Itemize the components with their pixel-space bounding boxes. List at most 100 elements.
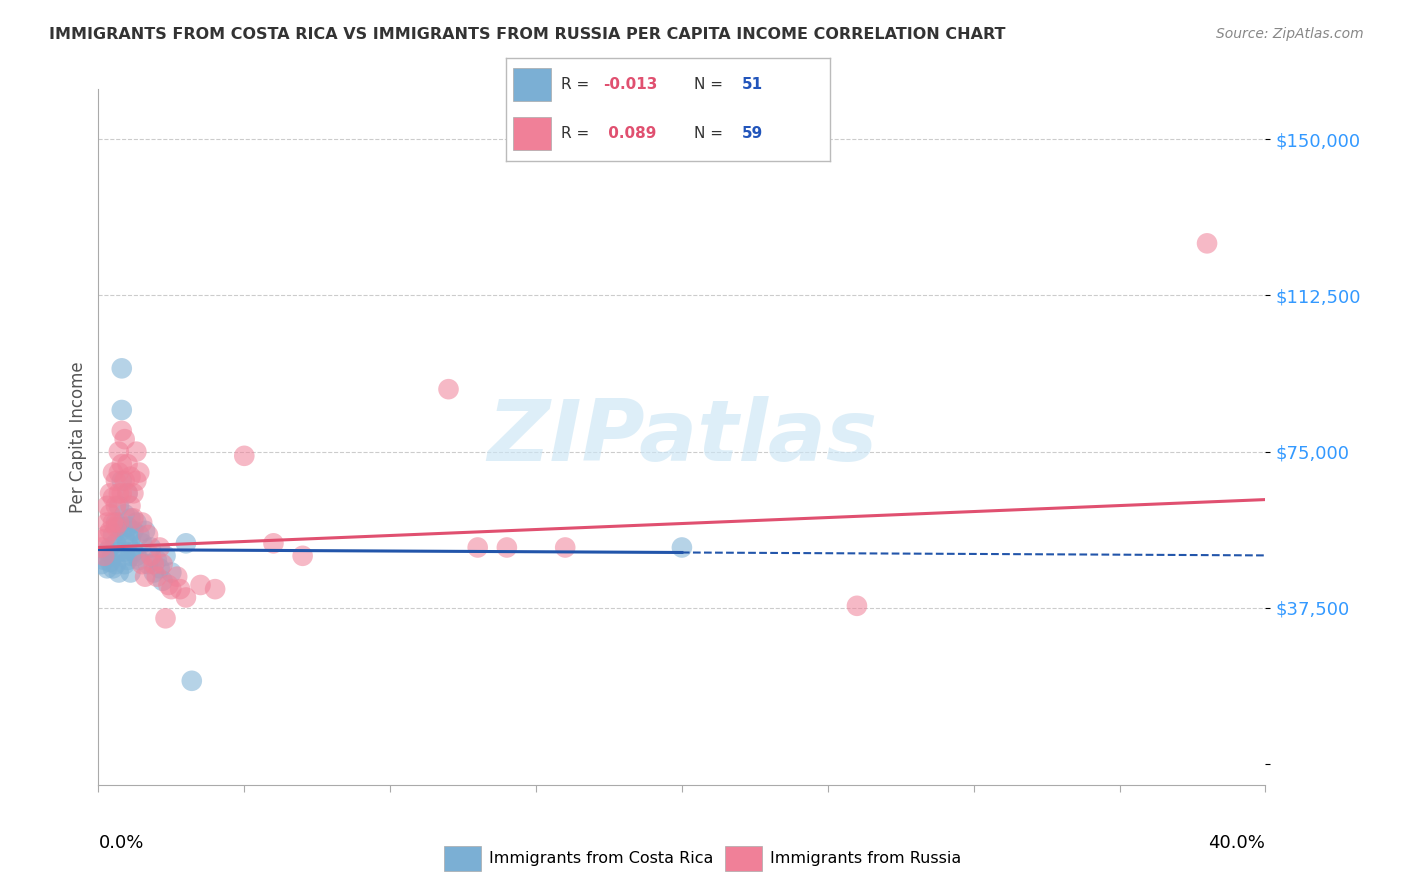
Text: N =: N = xyxy=(693,77,727,92)
Point xyxy=(120,532,142,546)
Point xyxy=(90,541,112,555)
Point xyxy=(120,499,142,513)
Point xyxy=(142,566,165,580)
Point xyxy=(90,557,112,571)
Point xyxy=(437,382,460,396)
Point xyxy=(131,557,153,571)
Point xyxy=(122,544,145,558)
Bar xyxy=(513,69,551,101)
Point xyxy=(122,511,145,525)
Point xyxy=(120,566,142,580)
Point xyxy=(93,532,115,546)
Point xyxy=(96,528,118,542)
Text: N =: N = xyxy=(693,127,727,142)
Point xyxy=(93,553,115,567)
Point xyxy=(496,541,519,555)
Point xyxy=(111,474,134,488)
Point xyxy=(104,519,127,533)
Point xyxy=(125,444,148,458)
Point xyxy=(122,486,145,500)
Point xyxy=(108,566,131,580)
Point xyxy=(101,549,124,563)
Point xyxy=(111,424,134,438)
Point xyxy=(98,541,121,555)
Point xyxy=(128,553,150,567)
Point xyxy=(96,561,118,575)
Point xyxy=(120,549,142,563)
Point xyxy=(114,528,136,542)
Point xyxy=(104,536,127,550)
Bar xyxy=(725,847,762,871)
Point xyxy=(96,499,118,513)
Text: Immigrants from Costa Rica: Immigrants from Costa Rica xyxy=(489,851,714,866)
Point xyxy=(108,499,131,513)
Point xyxy=(152,574,174,588)
Point xyxy=(98,555,121,569)
Point xyxy=(108,444,131,458)
Point xyxy=(131,536,153,550)
Point xyxy=(117,486,139,500)
Point xyxy=(134,569,156,583)
Point xyxy=(155,549,177,563)
Text: R =: R = xyxy=(561,77,595,92)
Point xyxy=(111,361,134,376)
Point xyxy=(291,549,314,563)
Bar xyxy=(513,118,551,150)
Text: 59: 59 xyxy=(742,127,763,142)
Point xyxy=(117,553,139,567)
Point xyxy=(98,507,121,521)
Bar xyxy=(444,847,481,871)
Point xyxy=(117,486,139,500)
Point xyxy=(262,536,284,550)
Point xyxy=(155,611,177,625)
Point xyxy=(149,561,172,575)
Point xyxy=(117,519,139,533)
Point xyxy=(114,557,136,571)
Point xyxy=(142,557,165,571)
Point xyxy=(174,536,197,550)
Point xyxy=(152,557,174,571)
Point xyxy=(131,516,153,530)
Point xyxy=(117,536,139,550)
Point xyxy=(111,403,134,417)
Point xyxy=(111,486,134,500)
Text: ZIPatlas: ZIPatlas xyxy=(486,395,877,479)
Text: 0.0%: 0.0% xyxy=(98,834,143,852)
Point xyxy=(108,516,131,530)
Point xyxy=(136,528,159,542)
Point xyxy=(146,569,169,583)
Point xyxy=(98,486,121,500)
Point xyxy=(190,578,212,592)
Point xyxy=(96,516,118,530)
Point xyxy=(139,549,162,563)
Point xyxy=(134,524,156,538)
Point xyxy=(104,474,127,488)
Point xyxy=(93,549,115,563)
Point xyxy=(157,578,180,592)
Text: 0.089: 0.089 xyxy=(603,127,657,142)
Text: -0.013: -0.013 xyxy=(603,77,658,92)
Y-axis label: Per Capita Income: Per Capita Income xyxy=(69,361,87,513)
Point xyxy=(96,544,118,558)
Point xyxy=(139,541,162,555)
Point xyxy=(104,557,127,571)
Text: 40.0%: 40.0% xyxy=(1209,834,1265,852)
Text: R =: R = xyxy=(561,127,595,142)
Point xyxy=(169,582,191,596)
Text: Immigrants from Russia: Immigrants from Russia xyxy=(770,851,962,866)
Point xyxy=(104,499,127,513)
Point xyxy=(104,516,127,530)
Point xyxy=(111,524,134,538)
Point xyxy=(101,466,124,480)
Point xyxy=(114,474,136,488)
Point xyxy=(846,599,869,613)
Point xyxy=(114,544,136,558)
Point xyxy=(101,561,124,575)
Point xyxy=(128,528,150,542)
Point xyxy=(467,541,489,555)
Point xyxy=(180,673,202,688)
Point xyxy=(117,457,139,471)
Point xyxy=(160,566,183,580)
Point xyxy=(108,519,131,533)
Point xyxy=(146,553,169,567)
